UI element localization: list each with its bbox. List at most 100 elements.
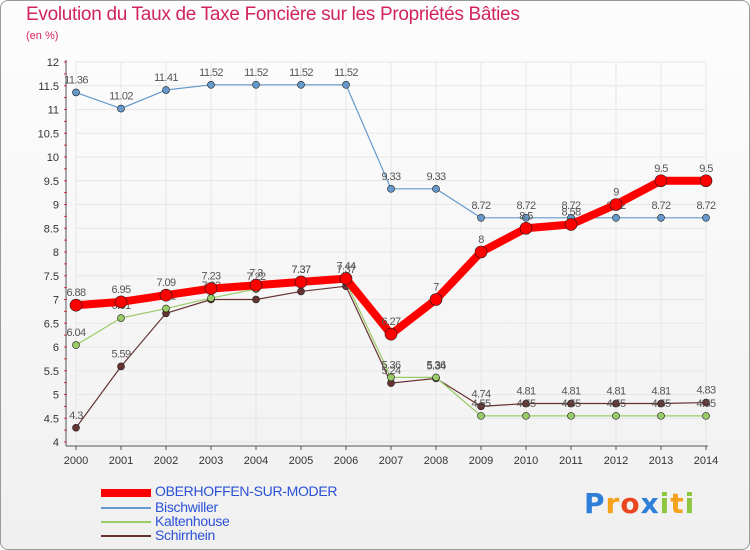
data-point-bischwiller (207, 81, 215, 89)
data-label-bischwiller: 8.72 (696, 200, 715, 212)
data-point-kaltenhouse (612, 412, 620, 420)
data-point-kaltenhouse (657, 412, 665, 420)
x-tick-label: 2002 (154, 455, 178, 467)
data-point-oberhoffen (339, 272, 353, 285)
data-label-kaltenhouse: 6.04 (66, 327, 85, 339)
x-tick-label: 2009 (469, 455, 493, 467)
data-point-schirrhein (297, 287, 305, 296)
data-label-schirrhein: 4.81 (606, 386, 625, 398)
data-point-schirrhein (567, 399, 575, 408)
data-label-bischwiller: 8.72 (651, 200, 670, 212)
x-tick-label: 2001 (109, 455, 133, 467)
y-tick-label: 9 (53, 200, 59, 212)
data-point-kaltenhouse (702, 412, 710, 420)
legend-swatch-kaltenhouse (101, 521, 151, 523)
data-point-bischwiller (297, 81, 305, 89)
data-label-bischwiller: 11.52 (289, 67, 313, 79)
data-point-schirrhein (657, 399, 665, 408)
data-point-oberhoffen (114, 295, 128, 309)
data-label-kaltenhouse: 4.55 (696, 398, 715, 410)
data-label-oberhoffen: 6.88 (66, 287, 85, 299)
x-tick-label: 2007 (379, 455, 403, 467)
data-label-oberhoffen: 8 (478, 234, 484, 246)
data-label-bischwiller: 8.72 (561, 200, 580, 212)
proxiti-logo: Proxiti (584, 487, 695, 520)
data-point-bischwiller (387, 185, 395, 193)
data-label-schirrhein: 4.74 (471, 388, 490, 400)
data-point-kaltenhouse (567, 412, 575, 420)
data-point-oberhoffen (429, 293, 443, 306)
y-tick-label: 10.5 (38, 128, 59, 140)
legend-label-kaltenhouse: Kaltenhouse (155, 513, 230, 529)
data-label-kaltenhouse: 5.36 (381, 359, 400, 371)
data-label-bischwiller: 11.52 (199, 67, 223, 79)
data-point-kaltenhouse (477, 412, 485, 420)
data-point-schirrhein (522, 399, 530, 408)
data-label-oberhoffen: 9.5 (654, 163, 668, 175)
data-label-kaltenhouse: 4.55 (516, 398, 535, 410)
data-point-schirrhein (477, 402, 485, 411)
legend-label-schirrhein: Schirrhein (155, 527, 216, 543)
y-tick-label: 10 (47, 152, 59, 164)
data-point-bischwiller (477, 214, 485, 222)
data-label-kaltenhouse: 4.55 (606, 398, 625, 410)
y-tick-label: 9.5 (44, 176, 59, 188)
x-tick-label: 2013 (649, 455, 673, 467)
data-label-kaltenhouse: 4.55 (471, 398, 490, 410)
data-label-schirrhein: 4.81 (651, 386, 670, 398)
data-point-bischwiller (522, 214, 530, 222)
data-point-bischwiller (657, 214, 665, 222)
data-point-oberhoffen (249, 278, 263, 292)
data-point-bischwiller (252, 81, 260, 89)
logo-letter: x (640, 487, 660, 520)
data-label-kaltenhouse: 5.36 (426, 359, 445, 371)
logo-letter: t (670, 487, 685, 520)
data-label-schirrhein: 4.3 (69, 410, 83, 422)
data-label-oberhoffen: 7 (433, 282, 439, 294)
data-label-schirrhein: 4.81 (561, 386, 580, 398)
data-label-oberhoffen: 7.3 (249, 267, 263, 279)
y-tick-label: 7.5 (44, 271, 59, 283)
data-label-kaltenhouse: 4.55 (651, 398, 670, 410)
data-point-kaltenhouse (72, 341, 80, 349)
data-point-bischwiller (72, 88, 80, 97)
data-label-schirrhein: 4.81 (516, 386, 535, 398)
legend-label-oberhoffen: OBERHOFFEN-SUR-MODER (155, 483, 338, 499)
legend-swatch-schirrhein (101, 535, 151, 537)
data-label-bischwiller: 9.33 (426, 171, 445, 183)
data-label-oberhoffen: 7.44 (336, 261, 355, 273)
y-tick-label: 4.5 (44, 413, 59, 425)
data-label-oberhoffen: 7.23 (201, 271, 220, 283)
y-tick-label: 5 (53, 390, 59, 402)
data-label-schirrhein: 5.34 (426, 360, 445, 372)
data-label-oberhoffen: 8.5 (519, 210, 533, 222)
data-point-kaltenhouse (162, 304, 170, 313)
y-tick-label: 8 (53, 247, 59, 259)
y-tick-label: 11.5 (38, 81, 59, 93)
data-label-oberhoffen: 8.58 (561, 206, 580, 218)
x-tick-label: 2003 (199, 455, 223, 467)
data-label-oberhoffen: 7.37 (291, 264, 310, 276)
data-point-bischwiller (162, 86, 170, 94)
data-label-bischwiller: 11.02 (109, 91, 133, 103)
data-point-schirrhein (612, 399, 620, 408)
data-label-oberhoffen: 9.5 (699, 163, 713, 175)
data-point-oberhoffen (654, 174, 668, 188)
x-tick-label: 2008 (424, 455, 448, 467)
y-tick-label: 5.5 (44, 366, 59, 378)
data-point-oberhoffen (519, 221, 533, 235)
data-point-oberhoffen (69, 298, 83, 312)
data-point-oberhoffen (609, 198, 623, 211)
legend-swatch-bischwiller (101, 507, 151, 509)
data-point-schirrhein (117, 362, 125, 371)
logo-letter: r (605, 487, 621, 520)
data-label-kaltenhouse: 7.37 (291, 264, 310, 276)
data-label-oberhoffen: 7.09 (156, 277, 175, 289)
logo-letter: P (584, 487, 606, 520)
data-point-schirrhein (702, 398, 710, 407)
unit-label: (en %) (26, 30, 59, 42)
data-point-oberhoffen (294, 275, 308, 289)
legend-label-bischwiller: Bischwiller (155, 499, 218, 515)
data-label-oberhoffen: 6.95 (111, 284, 130, 296)
